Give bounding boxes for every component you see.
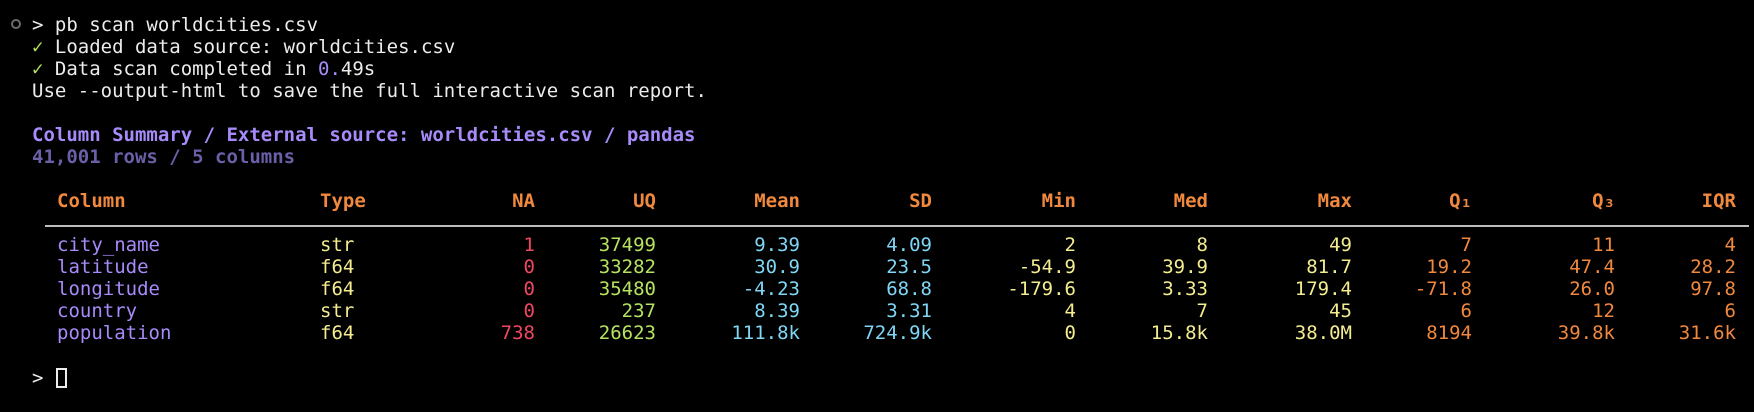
- cell-mean: -4.23: [742, 278, 800, 300]
- cell-column: population: [57, 322, 172, 344]
- header-column: Column: [57, 190, 126, 212]
- cell-min: 0: [1064, 322, 1076, 344]
- cell-column: city_name: [57, 234, 160, 256]
- text-cursor[interactable]: [56, 368, 67, 388]
- cell-mean: 8.39: [754, 300, 800, 322]
- cell-na: 738: [500, 322, 535, 344]
- scan-message: Data scan completed in: [54, 58, 319, 80]
- cell-min: -179.6: [1007, 278, 1076, 300]
- cell-q1: -71.8: [1414, 278, 1472, 300]
- cell-column: country: [57, 300, 138, 322]
- cell-iqr: 31.6k: [1678, 322, 1736, 344]
- cell-column: longitude: [57, 278, 160, 300]
- cell-na: 0: [523, 278, 535, 300]
- prompt-symbol: >: [32, 14, 44, 36]
- cell-na: 0: [523, 300, 535, 322]
- cell-q3: 39.8k: [1557, 322, 1615, 344]
- hint-line: Use --output-html to save the full inter…: [32, 80, 707, 102]
- cell-uq: 237: [621, 300, 656, 322]
- cell-sd: 4.09: [886, 234, 932, 256]
- cell-q1: 8194: [1426, 322, 1472, 344]
- cell-mean: 111.8k: [731, 322, 800, 344]
- cell-med: 15.8k: [1150, 322, 1208, 344]
- header-med: Med: [1173, 190, 1208, 212]
- cell-uq: 26623: [598, 322, 656, 344]
- cell-mean: 30.9: [754, 256, 800, 278]
- cell-q3: 26.0: [1569, 278, 1615, 300]
- cell-na: 1: [523, 234, 535, 256]
- cell-med: 7: [1196, 300, 1208, 322]
- cell-max: 49: [1329, 234, 1352, 256]
- command-line: > pb scan worldcities.csv: [32, 14, 318, 36]
- scan-time-highlight: 0.: [318, 58, 341, 80]
- loaded-message: Loaded data source: worldcities.csv: [54, 36, 456, 58]
- cell-q1: 6: [1460, 300, 1472, 322]
- header-na: NA: [512, 190, 535, 212]
- cell-uq: 33282: [598, 256, 656, 278]
- header-max: Max: [1317, 190, 1352, 212]
- cell-max: 45: [1329, 300, 1352, 322]
- cell-med: 3.33: [1162, 278, 1208, 300]
- cell-max: 179.4: [1294, 278, 1352, 300]
- cell-q1: 7: [1460, 234, 1472, 256]
- cell-max: 81.7: [1306, 256, 1352, 278]
- cell-q3: 11: [1592, 234, 1615, 256]
- input-prompt: >: [32, 367, 44, 389]
- cell-iqr: 28.2: [1690, 256, 1736, 278]
- cell-na: 0: [523, 256, 535, 278]
- cell-iqr: 97.8: [1690, 278, 1736, 300]
- cell-min: -54.9: [1018, 256, 1076, 278]
- cell-max: 38.0M: [1294, 322, 1352, 344]
- cell-uq: 37499: [598, 234, 656, 256]
- header-sd: SD: [909, 190, 932, 212]
- cell-column: latitude: [57, 256, 149, 278]
- cell-sd: 68.8: [886, 278, 932, 300]
- header-iqr: IQR: [1701, 190, 1736, 212]
- loaded-line: ✓ Loaded data source: worldcities.csv: [32, 36, 455, 58]
- command-text: pb scan worldcities.csv: [54, 14, 319, 36]
- cell-q1: 19.2: [1426, 256, 1472, 278]
- header-q3: Q₃: [1592, 190, 1615, 212]
- header-q1: Q₁: [1449, 190, 1472, 212]
- cell-min: 4: [1064, 300, 1076, 322]
- cell-sd: 3.31: [886, 300, 932, 322]
- header-uq: UQ: [633, 190, 656, 212]
- cell-sd: 23.5: [886, 256, 932, 278]
- check-icon: ✓: [32, 36, 44, 58]
- header-type: Type: [320, 190, 366, 212]
- cell-type: f64: [320, 256, 355, 278]
- scan-line: ✓ Data scan completed in 0.49s: [32, 58, 375, 80]
- cell-q3: 12: [1592, 300, 1615, 322]
- summary-subtitle: 41,001 rows / 5 columns: [32, 146, 296, 168]
- summary-title: Column Summary / External source: worldc…: [32, 124, 696, 146]
- header-mean: Mean: [754, 190, 800, 212]
- cell-iqr: 6: [1724, 300, 1736, 322]
- cell-type: str: [320, 234, 355, 256]
- cell-iqr: 4: [1724, 234, 1736, 256]
- cell-min: 2: [1064, 234, 1076, 256]
- cell-mean: 9.39: [754, 234, 800, 256]
- cell-med: 8: [1196, 234, 1208, 256]
- cell-uq: 35480: [598, 278, 656, 300]
- cell-type: f64: [320, 278, 355, 300]
- cell-type: str: [320, 300, 355, 322]
- header-divider: [45, 225, 1749, 227]
- cell-sd: 724.9k: [863, 322, 932, 344]
- status-dot-icon: [11, 19, 21, 29]
- scan-time-rest: 49s: [340, 58, 376, 80]
- check-icon: ✓: [32, 58, 44, 80]
- cell-type: f64: [320, 322, 355, 344]
- cell-q3: 47.4: [1569, 256, 1615, 278]
- header-min: Min: [1041, 190, 1076, 212]
- cell-med: 39.9: [1162, 256, 1208, 278]
